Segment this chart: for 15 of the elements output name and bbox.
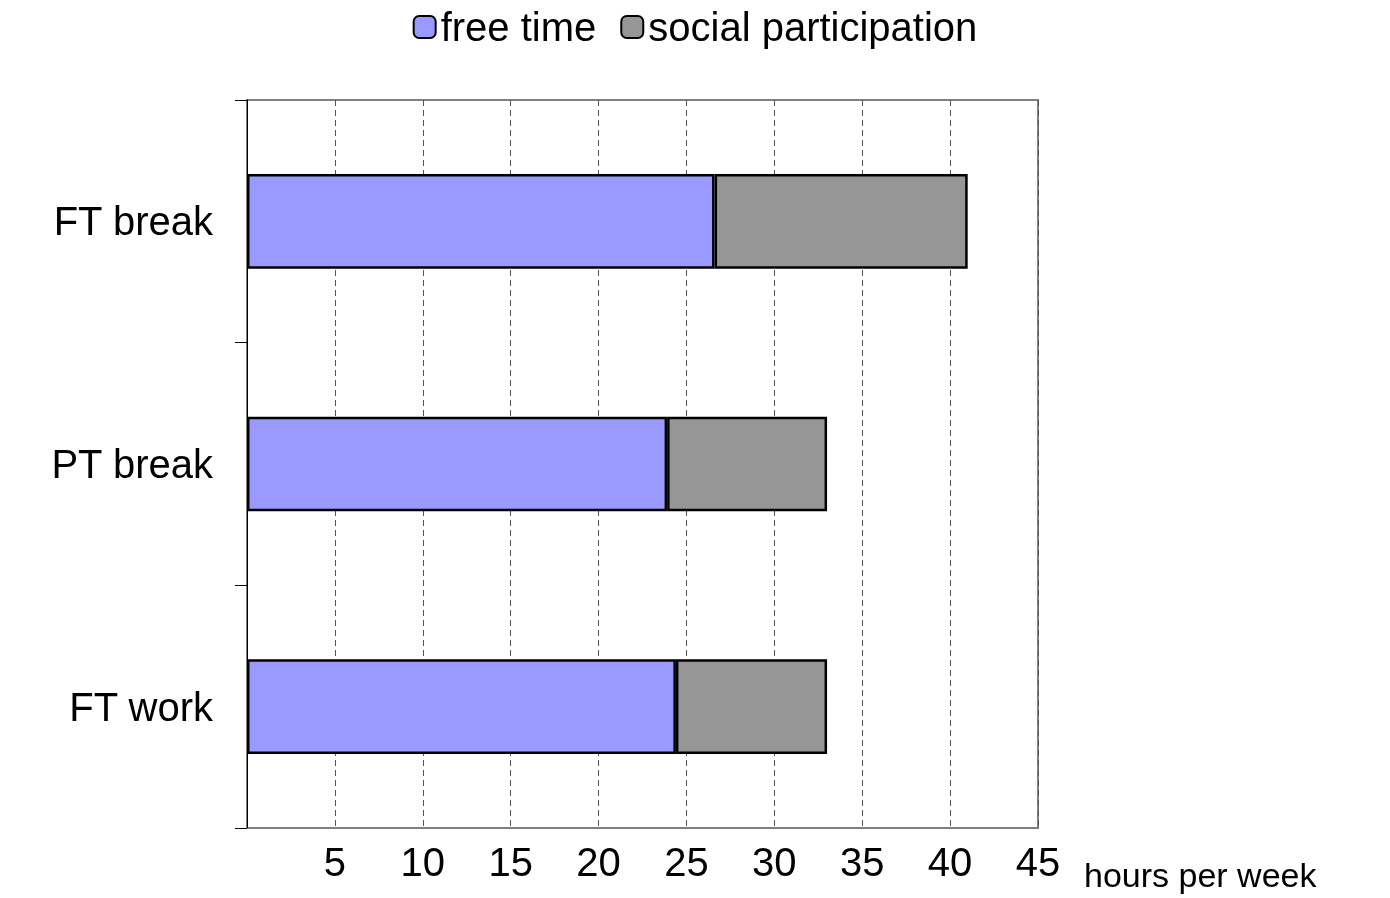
x-tick-label: 25 — [664, 840, 709, 884]
x-tick-label: 35 — [839, 840, 885, 884]
y-tick-label: PT break — [51, 442, 214, 486]
x-tick-label: 5 — [323, 840, 347, 884]
y-tick-label: FT break — [53, 199, 214, 244]
x-tick-label: 40 — [927, 840, 973, 884]
x-tick-label: 10 — [400, 840, 446, 884]
legend-label: free time — [440, 5, 597, 49]
x-tick-label: 45 — [1015, 840, 1061, 884]
x-tick-label: 15 — [488, 840, 533, 884]
legend-label: social participation — [648, 5, 978, 49]
x-tick-label: 20 — [576, 840, 621, 884]
x-axis-title: hours per week — [1084, 856, 1318, 894]
x-tick-label: 30 — [752, 840, 797, 884]
y-tick-label: FT work — [69, 684, 214, 729]
